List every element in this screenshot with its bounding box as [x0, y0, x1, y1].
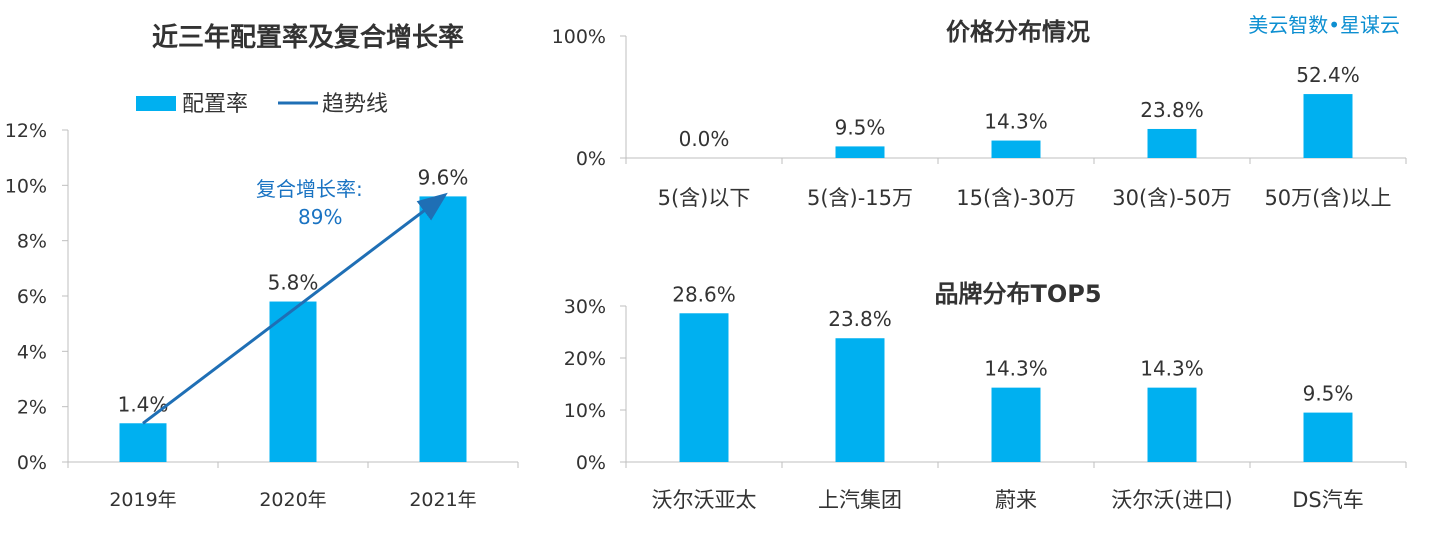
data-label: 23.8%	[1140, 98, 1204, 122]
y-tick-label: 10%	[564, 400, 606, 422]
legend-swatch-bar	[136, 96, 176, 111]
bar	[679, 313, 729, 462]
x-tick-label: 2019年	[109, 489, 176, 511]
bar	[1303, 412, 1353, 462]
trendline-arrow	[142, 192, 448, 425]
y-tick-label: 2%	[17, 397, 47, 419]
x-tick-label: 50万(含)以上	[1264, 186, 1391, 210]
x-tick-label: 15(含)-30万	[956, 186, 1075, 210]
data-label: 9.5%	[1303, 382, 1354, 406]
data-label: 28.6%	[672, 282, 736, 306]
y-tick-label: 0%	[576, 452, 606, 474]
data-label: 14.3%	[984, 357, 1048, 381]
y-tick-label: 10%	[5, 175, 47, 197]
bar	[419, 196, 467, 462]
chart-price: 价格分布情况 0% 100% 0.0% 5(含)以下 9.5% 5(含)-15万 14.3%…	[552, 18, 1407, 210]
data-label: 14.3%	[984, 110, 1048, 134]
data-label: 5.8%	[268, 271, 319, 295]
bar	[835, 146, 885, 158]
y-tick-label: 6%	[17, 286, 47, 308]
bar	[991, 387, 1041, 462]
bar	[835, 338, 885, 462]
data-label: 52.4%	[1296, 63, 1360, 87]
chart-title-brand: 品牌分布TOP5	[934, 280, 1101, 308]
x-tick-label: 2021年	[409, 489, 476, 511]
bar	[1147, 128, 1197, 158]
data-label: 1.4%	[118, 392, 169, 416]
legend-rate: 配置率 趋势线	[136, 92, 388, 117]
data-label: 23.8%	[828, 307, 892, 331]
x-tick-label: 2020年	[259, 489, 326, 511]
chart-title-rate: 近三年配置率及复合增长率	[152, 22, 464, 53]
chart-title-price: 价格分布情况	[946, 18, 1090, 46]
y-tick-label: 20%	[564, 348, 606, 370]
y-tick-label: 4%	[17, 341, 47, 363]
bar	[1147, 387, 1197, 462]
bar	[119, 423, 167, 462]
chart-rate: 近三年配置率及复合增长率 配置率 趋势线 复合增长率: 89% 0% 2% 4% 6%…	[5, 22, 519, 511]
chart-brand: 品牌分布TOP5 0% 10% 20% 30% 28.6% 沃尔沃亚太 23.8% 上汽集团 1…	[564, 280, 1407, 512]
bar	[1303, 94, 1353, 158]
data-label: 14.3%	[1140, 357, 1204, 381]
x-tick-label: 5(含)-15万	[807, 186, 913, 210]
y-tick-label: 30%	[564, 296, 606, 318]
y-tick-label: 100%	[552, 26, 606, 48]
y-tick-label: 0%	[17, 452, 47, 474]
x-tick-label: 5(含)以下	[658, 186, 751, 210]
x-tick-label: 沃尔沃亚太	[652, 488, 757, 512]
bar	[269, 301, 317, 462]
y-tick-label: 8%	[17, 231, 47, 253]
y-tick-label: 0%	[576, 148, 606, 170]
legend-label-bar: 配置率	[182, 92, 248, 117]
data-label: 9.5%	[835, 115, 886, 139]
legend-label-line: 趋势线	[322, 92, 388, 117]
annotation-cagr-value: 89%	[298, 205, 342, 229]
x-tick-label: 蔚来	[995, 488, 1037, 512]
data-label: 9.6%	[418, 165, 469, 189]
x-tick-label: 30(含)-50万	[1112, 186, 1231, 210]
x-tick-label: 沃尔沃(进口)	[1111, 488, 1232, 512]
x-tick-label: DS汽车	[1292, 488, 1364, 512]
bar	[991, 140, 1041, 158]
annotation-cagr-label: 复合增长率:	[256, 177, 363, 201]
x-tick-label: 上汽集团	[818, 488, 902, 512]
y-tick-label: 12%	[5, 120, 47, 142]
brand-watermark: 美云智数•星谋云	[1248, 13, 1400, 37]
data-label: 0.0%	[679, 127, 730, 151]
